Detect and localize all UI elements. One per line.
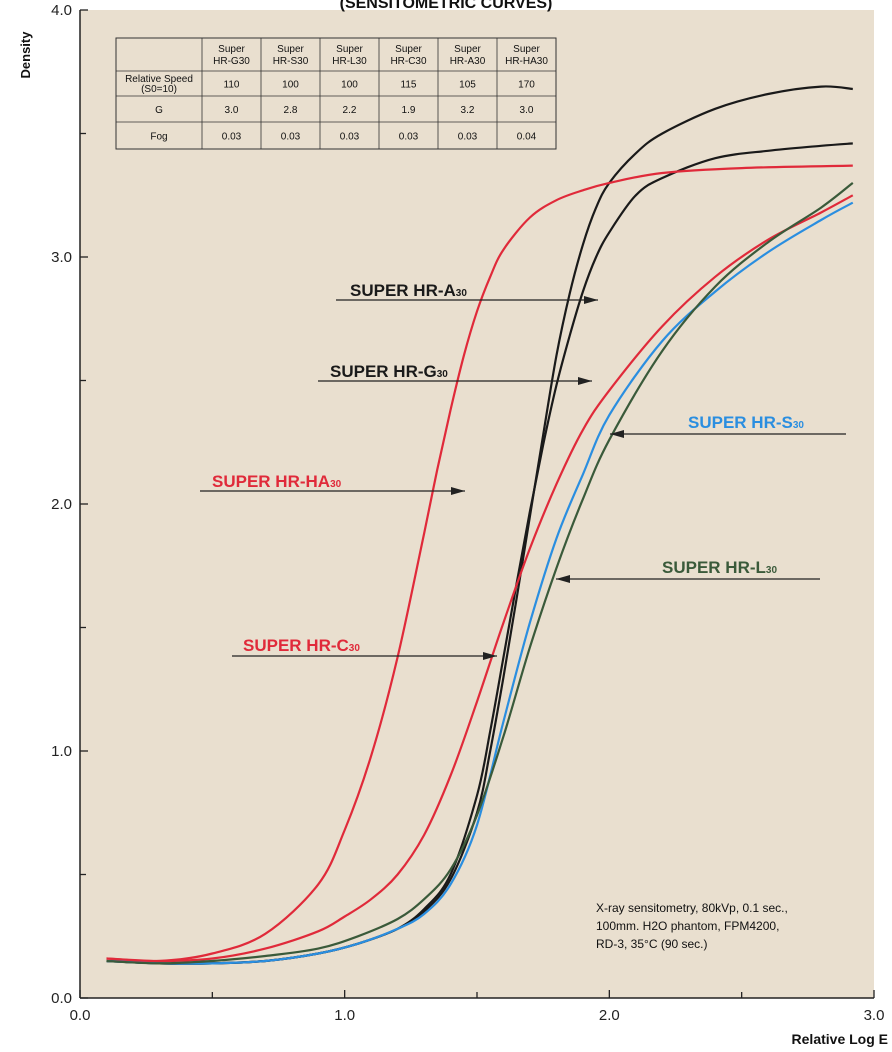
axes: 0.0 1.0 2.0 3.0 4.0 0.0 1.0 2.0 3.0 xyxy=(51,2,884,1024)
table-col-header: HR-C30 xyxy=(390,56,427,67)
table-cell: 100 xyxy=(341,80,358,91)
data-table: SuperHR-G30SuperHR-S30SuperHR-L30SuperHR… xyxy=(115,37,557,150)
callout-arrow-ha30 xyxy=(451,487,465,495)
table-col-header: HR-A30 xyxy=(450,56,486,67)
table-border xyxy=(115,37,557,150)
table-col-header: HR-S30 xyxy=(273,56,309,67)
table-cell: 170 xyxy=(518,80,535,91)
callout-arrow-s30 xyxy=(610,430,624,438)
table-cell: 0.04 xyxy=(517,132,537,143)
callout-arrow-a30 xyxy=(584,296,598,304)
callout-arrow-g30 xyxy=(578,377,592,385)
callout-arrow-l30 xyxy=(556,575,570,583)
callout-label-l30: SUPER HR-L30 xyxy=(662,558,777,577)
table-cell: 1.9 xyxy=(402,105,416,116)
table-cell: 3.0 xyxy=(225,105,239,116)
table-cell: 0.03 xyxy=(340,132,360,143)
y-tick-label: 4.0 xyxy=(51,2,72,19)
y-tick-label: 0.0 xyxy=(51,990,72,1007)
curves xyxy=(106,85,854,965)
table-col-header: HR-G30 xyxy=(213,56,250,67)
table-cell: 2.8 xyxy=(284,105,298,116)
table-cell: 115 xyxy=(401,80,417,91)
curve-super-hr-c30 xyxy=(106,194,854,963)
callout-label-c30: SUPER HR-C30 xyxy=(243,636,360,655)
table-cell: 0.03 xyxy=(399,132,419,143)
note-line: RD-3, 35°C (90 sec.) xyxy=(596,937,708,951)
table-col-header: Super xyxy=(454,44,481,55)
table-row-label: G xyxy=(155,105,163,116)
x-tick-label: 0.0 xyxy=(70,1007,91,1024)
callout-label-a30: SUPER HR-A30 xyxy=(350,281,467,300)
curve-super-hr-l30 xyxy=(106,182,854,965)
table-cell: 0.03 xyxy=(222,132,242,143)
y-tick-label: 1.0 xyxy=(51,743,72,760)
table-cell: 105 xyxy=(459,80,476,91)
curve-super-hr-ha30 xyxy=(106,164,853,963)
table-row-label: Relative Speed xyxy=(125,74,193,85)
y-tick-label: 2.0 xyxy=(51,496,72,513)
x-axis-label: Relative Log E xyxy=(792,1031,888,1047)
table-cell: 110 xyxy=(224,80,240,91)
chart-title: (SENSITOMETRIC CURVES) xyxy=(340,0,553,12)
curve-super-hr-s30 xyxy=(106,201,854,965)
note-line: 100mm. H2O phantom, FPM4200, xyxy=(596,919,779,933)
callout-arrow-c30 xyxy=(483,652,497,660)
x-tick-label: 3.0 xyxy=(864,1007,885,1024)
table-col-header: Super xyxy=(336,44,363,55)
table-col-header: HR-HA30 xyxy=(505,56,548,67)
table-cell: 0.03 xyxy=(458,132,478,143)
x-tick-label: 2.0 xyxy=(599,1007,620,1024)
conditions-note: X-ray sensitometry, 80kVp, 0.1 sec., 100m… xyxy=(596,901,788,951)
table-cell: 3.2 xyxy=(461,105,475,116)
callout-label-ha30: SUPER HR-HA30 xyxy=(212,472,342,491)
y-axis-label: Density xyxy=(18,31,33,79)
table-cell: 100 xyxy=(282,80,299,91)
table-row-label: (S0=10) xyxy=(141,84,177,95)
table-col-header: Super xyxy=(218,44,245,55)
callouts: SUPER HR-A30 SUPER HR-G30 SUPER HR-S30 SUPE… xyxy=(200,281,846,660)
table-col-header: Super xyxy=(277,44,304,55)
table-cell: 3.0 xyxy=(520,105,534,116)
table-cell: 2.2 xyxy=(343,105,357,116)
note-line: X-ray sensitometry, 80kVp, 0.1 sec., xyxy=(596,901,788,915)
table-cell: 0.03 xyxy=(281,132,301,143)
table-col-header: Super xyxy=(513,44,540,55)
plot-background xyxy=(80,10,874,998)
table-col-header: Super xyxy=(395,44,422,55)
table-row-label: Fog xyxy=(150,132,167,143)
x-tick-label: 1.0 xyxy=(334,1007,355,1024)
table-col-header: HR-L30 xyxy=(332,56,367,67)
y-tick-label: 3.0 xyxy=(51,249,72,266)
callout-label-s30: SUPER HR-S30 xyxy=(688,413,804,432)
callout-label-g30: SUPER HR-G30 xyxy=(330,362,448,381)
